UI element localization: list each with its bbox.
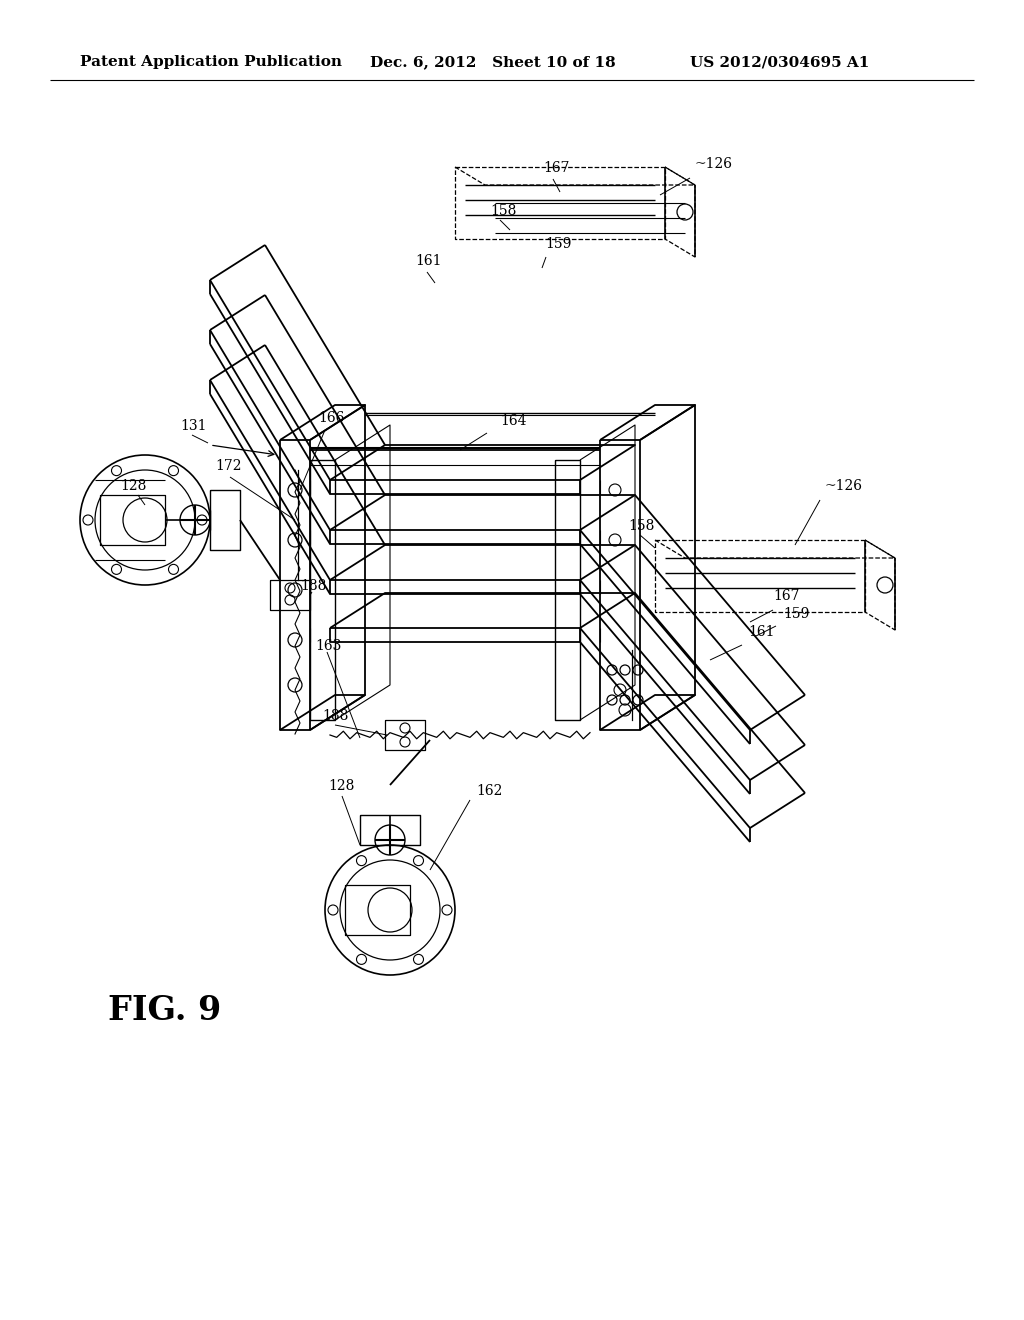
Text: 161: 161 (748, 624, 774, 639)
Text: 131: 131 (180, 418, 207, 433)
Text: 163: 163 (315, 639, 341, 653)
Text: 161: 161 (415, 253, 441, 268)
Text: ~126: ~126 (824, 479, 862, 492)
Text: FIG. 9: FIG. 9 (109, 994, 221, 1027)
Text: 128: 128 (328, 779, 354, 793)
Text: 188: 188 (322, 709, 348, 723)
Text: Patent Application Publication: Patent Application Publication (80, 55, 342, 69)
Text: 167: 167 (543, 161, 569, 176)
Text: 158: 158 (628, 519, 654, 533)
Text: 166: 166 (318, 411, 344, 425)
Text: 188: 188 (300, 579, 327, 593)
Text: ~126: ~126 (695, 157, 733, 172)
Text: 172: 172 (215, 459, 242, 473)
Text: 159: 159 (783, 607, 809, 620)
Text: 162: 162 (476, 784, 503, 799)
Text: 167: 167 (773, 589, 800, 603)
Text: 164: 164 (500, 414, 526, 428)
Text: Dec. 6, 2012   Sheet 10 of 18: Dec. 6, 2012 Sheet 10 of 18 (370, 55, 615, 69)
Text: 159: 159 (545, 238, 571, 251)
Text: 128: 128 (120, 479, 146, 492)
Text: US 2012/0304695 A1: US 2012/0304695 A1 (690, 55, 869, 69)
Text: 158: 158 (490, 205, 516, 218)
